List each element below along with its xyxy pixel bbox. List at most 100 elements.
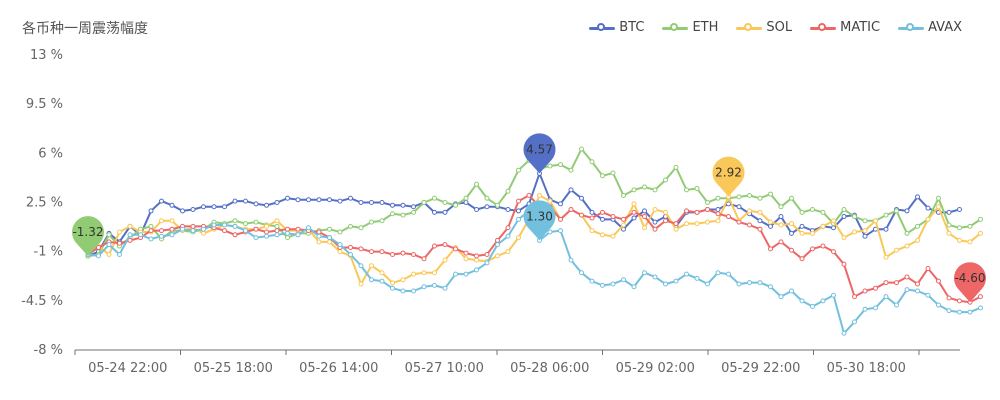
data-point: [505, 207, 511, 213]
data-point: [421, 270, 427, 276]
data-point: [547, 163, 553, 169]
data-point: [915, 237, 920, 243]
data-point: [390, 280, 395, 286]
data-point: [736, 204, 742, 210]
data-point: [274, 232, 280, 238]
data-point: [600, 232, 605, 238]
data-point: [558, 216, 563, 222]
data-point: [579, 195, 584, 201]
data-point: [589, 159, 595, 165]
data-point: [642, 270, 647, 276]
legend-item-eth[interactable]: ETH: [662, 20, 718, 35]
data-point: [768, 284, 773, 290]
data-point: [862, 288, 868, 294]
data-point: [778, 214, 784, 220]
data-point: [652, 274, 658, 280]
data-point: [337, 242, 343, 248]
data-point: [222, 222, 227, 228]
annotation-pin: 1.30: [523, 200, 556, 241]
data-point: [369, 219, 374, 225]
data-point: [705, 281, 710, 287]
data-point: [201, 230, 206, 236]
data-point: [915, 288, 920, 294]
data-point: [915, 194, 920, 200]
data-point: [936, 204, 941, 210]
data-point: [694, 209, 700, 215]
data-point: [904, 208, 910, 214]
data-point: [663, 177, 668, 183]
data-point: [495, 253, 500, 259]
data-point: [568, 167, 574, 173]
data-point: [799, 223, 805, 229]
legend-label: SOL: [766, 20, 793, 35]
data-point: [148, 236, 154, 242]
data-point: [495, 202, 500, 208]
data-point: [820, 209, 826, 215]
data-point: [967, 223, 973, 229]
data-point: [799, 230, 805, 236]
data-point: [547, 198, 553, 204]
data-point: [369, 263, 374, 269]
data-point: [400, 212, 406, 218]
data-point: [904, 243, 910, 249]
data-point: [684, 187, 689, 193]
data-point: [169, 202, 175, 208]
data-point: [274, 228, 280, 234]
data-point: [841, 235, 847, 241]
data-point: [358, 200, 364, 205]
data-point: [148, 223, 154, 229]
data-point: [180, 208, 185, 214]
data-point: [327, 235, 332, 241]
legend-item-sol[interactable]: SOL: [736, 20, 792, 35]
data-point: [642, 225, 647, 231]
data-point: [789, 195, 794, 201]
data-point: [253, 201, 259, 207]
data-point: [915, 223, 920, 229]
data-point: [169, 232, 175, 238]
data-point: [180, 226, 185, 232]
data-point: [516, 198, 521, 204]
pin-shape: [953, 262, 986, 303]
x-tick-label: 05-25 18:00: [194, 361, 273, 376]
data-point: [411, 251, 416, 257]
data-point: [379, 270, 385, 276]
data-point: [358, 225, 364, 231]
data-point: [432, 209, 437, 215]
data-point: [894, 280, 899, 286]
data-point: [873, 218, 878, 224]
data-point: [379, 278, 385, 284]
legend-item-avax[interactable]: AVAX: [898, 20, 962, 35]
annotation-pin: 4.57: [523, 133, 556, 174]
data-point: [820, 298, 826, 304]
data-point: [631, 215, 637, 221]
legend-item-btc[interactable]: BTC: [589, 20, 644, 35]
data-point: [789, 288, 794, 294]
data-point: [957, 207, 962, 213]
data-point: [957, 225, 962, 231]
data-point: [621, 277, 626, 283]
data-point: [589, 228, 595, 234]
data-point: [232, 198, 238, 204]
data-point: [232, 232, 238, 238]
data-point: [652, 219, 658, 225]
data-point: [715, 207, 721, 213]
legend-swatch-icon: [898, 22, 925, 33]
data-point: [516, 216, 521, 222]
data-point: [474, 257, 479, 263]
data-point: [411, 204, 416, 210]
data-point: [474, 207, 479, 213]
y-tick-label: -4.5 %: [21, 294, 63, 309]
data-point: [715, 218, 721, 224]
data-point: [726, 214, 731, 220]
x-tick-label: 05-26 14:00: [299, 361, 378, 376]
data-point: [810, 207, 815, 213]
data-point: [264, 223, 269, 229]
y-tick-label: -1 %: [34, 245, 63, 260]
data-point: [883, 294, 889, 300]
x-tick-label: 05-27 10:00: [405, 361, 484, 376]
data-point: [789, 221, 794, 227]
legend-item-matic[interactable]: MATIC: [810, 20, 880, 35]
data-point: [568, 257, 574, 263]
data-point: [169, 218, 175, 224]
